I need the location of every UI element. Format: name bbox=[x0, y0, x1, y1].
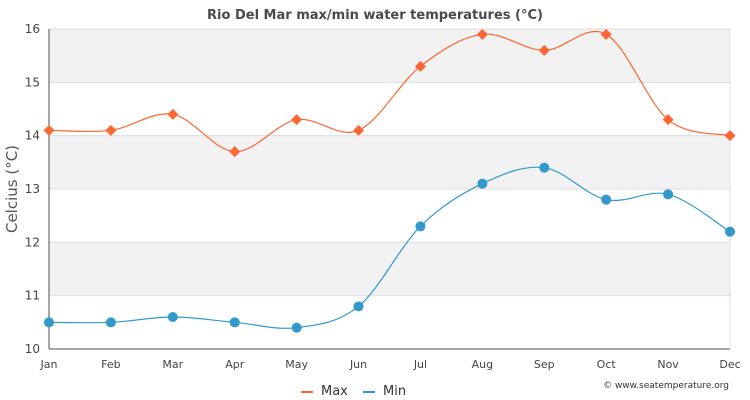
data-point-max bbox=[43, 124, 55, 136]
x-tick-label: Jul bbox=[413, 358, 427, 371]
data-point-max bbox=[414, 60, 426, 72]
x-tick-label: Jun bbox=[349, 358, 367, 371]
x-tick-label: Mar bbox=[162, 358, 183, 371]
axes bbox=[48, 29, 731, 350]
y-tick-label: 14 bbox=[25, 129, 40, 143]
data-point-max bbox=[229, 146, 241, 158]
y-tick-label: 16 bbox=[25, 22, 40, 36]
grid-lines bbox=[49, 28, 730, 350]
y-tick-label: 11 bbox=[25, 289, 40, 303]
data-point-min bbox=[167, 312, 178, 322]
x-tick-label: Oct bbox=[597, 358, 617, 371]
x-tick-label: Jan bbox=[40, 358, 58, 371]
data-point-min bbox=[415, 221, 426, 232]
data-point-min bbox=[353, 301, 364, 312]
data-point-min bbox=[663, 189, 674, 200]
data-point-max bbox=[105, 124, 117, 136]
x-tick-labels: Jan Feb Mar Apr May Jun Jul Aug Sep Oct Nov Dec bbox=[40, 358, 741, 371]
data-point-max bbox=[662, 114, 674, 126]
data-point-max bbox=[353, 124, 365, 136]
legend-label-max: Max bbox=[321, 384, 348, 399]
data-point-max bbox=[476, 28, 488, 40]
data-point-min bbox=[229, 317, 240, 328]
y-tick-label: 10 bbox=[25, 342, 40, 356]
data-point-min bbox=[725, 226, 735, 237]
data-point-max bbox=[167, 108, 179, 120]
y-tick-label: 12 bbox=[25, 235, 40, 249]
data-point-min bbox=[539, 162, 550, 173]
x-tick-label: Nov bbox=[657, 358, 679, 371]
plot-band bbox=[49, 242, 730, 296]
y-tick-labels: 10 11 12 13 14 15 16 bbox=[25, 22, 40, 356]
series-markers bbox=[43, 28, 736, 333]
y-tick-label: 13 bbox=[25, 182, 40, 196]
data-point-min bbox=[601, 194, 612, 205]
x-tick-label: May bbox=[285, 358, 308, 371]
data-point-min bbox=[291, 322, 302, 333]
chart-title: Rio Del Mar max/min water temperatures (… bbox=[207, 8, 543, 23]
data-point-max bbox=[538, 44, 550, 56]
plot-bands bbox=[49, 29, 730, 296]
legend: Max Min bbox=[301, 384, 406, 399]
plot-band bbox=[49, 29, 730, 83]
x-tick-label: Aug bbox=[472, 358, 493, 371]
data-point-min bbox=[477, 178, 488, 189]
y-axis-label: Celcius (°C) bbox=[3, 145, 21, 233]
x-tick-label: Feb bbox=[101, 358, 120, 371]
data-point-min bbox=[105, 317, 116, 328]
data-point-min bbox=[44, 317, 54, 328]
data-point-max bbox=[291, 114, 303, 126]
x-tick-label: Apr bbox=[225, 358, 245, 371]
plot-band bbox=[49, 135, 730, 189]
data-point-max bbox=[724, 130, 736, 142]
x-tick-label: Sep bbox=[534, 358, 555, 371]
legend-label-min: Min bbox=[383, 384, 406, 399]
data-point-max bbox=[600, 28, 612, 40]
credit-text: © www.seatemperature.org bbox=[603, 381, 729, 391]
x-tick-label: Dec bbox=[719, 358, 740, 371]
y-tick-label: 15 bbox=[25, 75, 40, 89]
